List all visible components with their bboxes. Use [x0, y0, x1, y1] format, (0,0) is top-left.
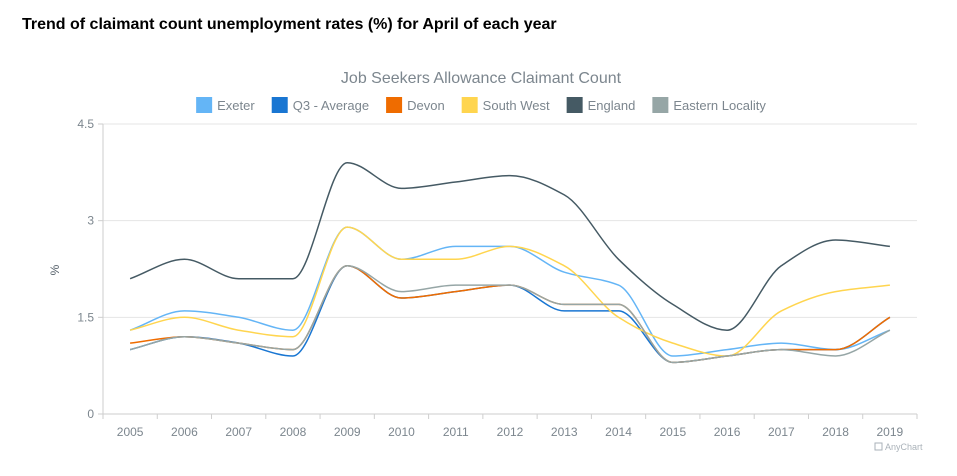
legend-label: England [588, 98, 636, 113]
legend-label: Eastern Locality [673, 98, 766, 113]
x-tick-label: 2016 [714, 425, 741, 439]
x-tick-label: 2010 [388, 425, 415, 439]
x-tick-label: 2012 [497, 425, 524, 439]
chart-credit[interactable]: AnyChart [874, 442, 923, 452]
y-tick-label: 1.5 [77, 310, 94, 324]
x-tick-label: 2017 [768, 425, 795, 439]
series-line-south-west[interactable] [129, 226, 890, 357]
page-title: Trend of claimant count unemployment rat… [22, 16, 557, 33]
legend-swatch [271, 97, 288, 113]
credit-label[interactable]: AnyChart [885, 442, 923, 452]
x-tick-label: 2005 [117, 425, 144, 439]
chart-axes: 0 1.5 3 4.5 2005 2006 2007 2008 2009 2010 2011 2012… [77, 117, 918, 439]
x-tick-label: 2015 [659, 425, 686, 439]
legend-swatch [386, 97, 403, 113]
x-tick-label: 2013 [551, 425, 578, 439]
x-tick-label: 2018 [822, 425, 849, 439]
chart-legend: Exeter Q3 - Average Devon South West England… [196, 97, 766, 113]
legend-item-devon[interactable]: Devon [386, 97, 445, 113]
y-tick-label: 3 [87, 214, 94, 228]
x-tick-label: 2008 [280, 425, 307, 439]
legend-swatch [461, 97, 478, 113]
x-tick-label: 2009 [334, 425, 361, 439]
chart-series [129, 161, 891, 364]
x-tick-label: 2007 [225, 425, 252, 439]
legend-label: Devon [407, 98, 445, 113]
series-line-england[interactable] [129, 161, 890, 331]
y-tick-label: 4.5 [77, 117, 94, 131]
legend-swatch [566, 97, 583, 113]
chart-grid [103, 123, 917, 318]
x-tick-label: 2006 [171, 425, 198, 439]
legend-label: South West [483, 98, 550, 113]
y-axis-title: % [48, 264, 62, 275]
legend-item-exeter[interactable]: Exeter [196, 97, 255, 113]
legend-item-eastern-locality[interactable]: Eastern Locality [652, 97, 766, 113]
x-tick-label: 2019 [877, 425, 904, 439]
legend-item-q3-average[interactable]: Q3 - Average [271, 97, 369, 113]
chart-title: Job Seekers Allowance Claimant Count [341, 70, 622, 87]
x-tick-label: 2014 [605, 425, 632, 439]
series-line-eastern-locality[interactable] [129, 265, 891, 364]
legend-label: Exeter [217, 98, 255, 113]
legend-item-south-west[interactable]: South West [461, 97, 550, 113]
legend-label: Q3 - Average [293, 98, 369, 113]
anychart-logo-icon [874, 442, 883, 451]
legend-swatch [652, 97, 669, 113]
x-tick-label: 2011 [443, 425, 469, 439]
legend-item-england[interactable]: England [566, 97, 636, 113]
legend-swatch [196, 97, 213, 113]
y-tick-label: 0 [87, 407, 94, 421]
